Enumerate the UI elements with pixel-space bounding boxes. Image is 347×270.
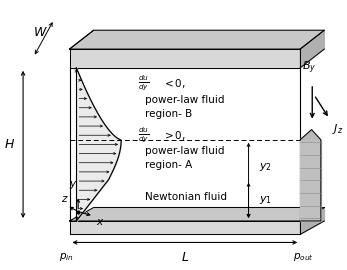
Polygon shape xyxy=(300,140,321,221)
Text: $y_1$: $y_1$ xyxy=(259,194,272,206)
Text: $y$: $y$ xyxy=(69,179,77,191)
Text: Newtonian fluid: Newtonian fluid xyxy=(145,192,227,202)
Text: region- B: region- B xyxy=(145,109,193,119)
Text: $J_z$: $J_z$ xyxy=(332,122,344,136)
Text: power-law fluid: power-law fluid xyxy=(145,146,225,156)
Text: $B_y$: $B_y$ xyxy=(302,59,316,76)
Polygon shape xyxy=(300,30,324,68)
Polygon shape xyxy=(300,208,324,234)
Polygon shape xyxy=(69,221,300,234)
Text: $W$: $W$ xyxy=(33,26,48,39)
Text: $<0,$: $<0,$ xyxy=(162,77,186,90)
Text: $x$: $x$ xyxy=(96,217,105,227)
Text: $y_2$: $y_2$ xyxy=(259,161,272,173)
Text: $\frac{du}{dy}$: $\frac{du}{dy}$ xyxy=(138,126,150,144)
Text: $>0,$: $>0,$ xyxy=(162,129,186,141)
Polygon shape xyxy=(69,208,324,221)
Text: $L$: $L$ xyxy=(181,251,189,264)
Text: $p_{in}$: $p_{in}$ xyxy=(59,251,74,263)
Text: region- A: region- A xyxy=(145,160,193,170)
Text: $H$: $H$ xyxy=(4,138,15,151)
Polygon shape xyxy=(300,130,321,140)
Text: $\frac{du}{dy}$: $\frac{du}{dy}$ xyxy=(138,75,150,93)
Text: $z$: $z$ xyxy=(61,194,69,204)
Polygon shape xyxy=(69,49,300,68)
Text: power-law fluid: power-law fluid xyxy=(145,95,225,105)
Polygon shape xyxy=(69,30,324,49)
Text: $p_{out}$: $p_{out}$ xyxy=(293,251,314,263)
